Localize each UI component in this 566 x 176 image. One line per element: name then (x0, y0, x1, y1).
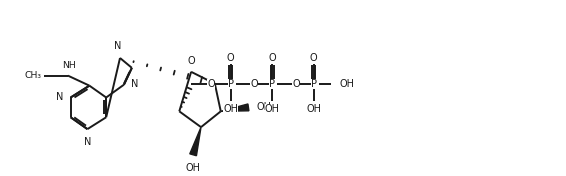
Text: OH: OH (256, 102, 271, 112)
Text: N: N (84, 137, 91, 147)
Text: N: N (57, 93, 64, 102)
Text: N: N (114, 41, 122, 51)
Text: O: O (310, 53, 318, 63)
Text: OH: OH (265, 104, 280, 114)
Text: P: P (311, 79, 316, 89)
Text: N: N (131, 79, 138, 89)
Text: O: O (207, 79, 215, 89)
Text: O: O (187, 56, 195, 66)
Text: O: O (227, 53, 234, 63)
Text: OH: OH (223, 104, 238, 114)
Text: NH: NH (62, 61, 76, 70)
Text: O: O (251, 79, 258, 89)
Text: CH₃: CH₃ (24, 71, 41, 80)
Text: OH: OH (306, 104, 321, 114)
Text: P: P (269, 79, 275, 89)
Text: OH: OH (186, 163, 200, 173)
Text: P: P (228, 79, 234, 89)
Text: O: O (268, 53, 276, 63)
Text: OH: OH (339, 79, 354, 89)
Text: O: O (292, 79, 299, 89)
Polygon shape (190, 127, 201, 156)
Polygon shape (221, 104, 249, 111)
